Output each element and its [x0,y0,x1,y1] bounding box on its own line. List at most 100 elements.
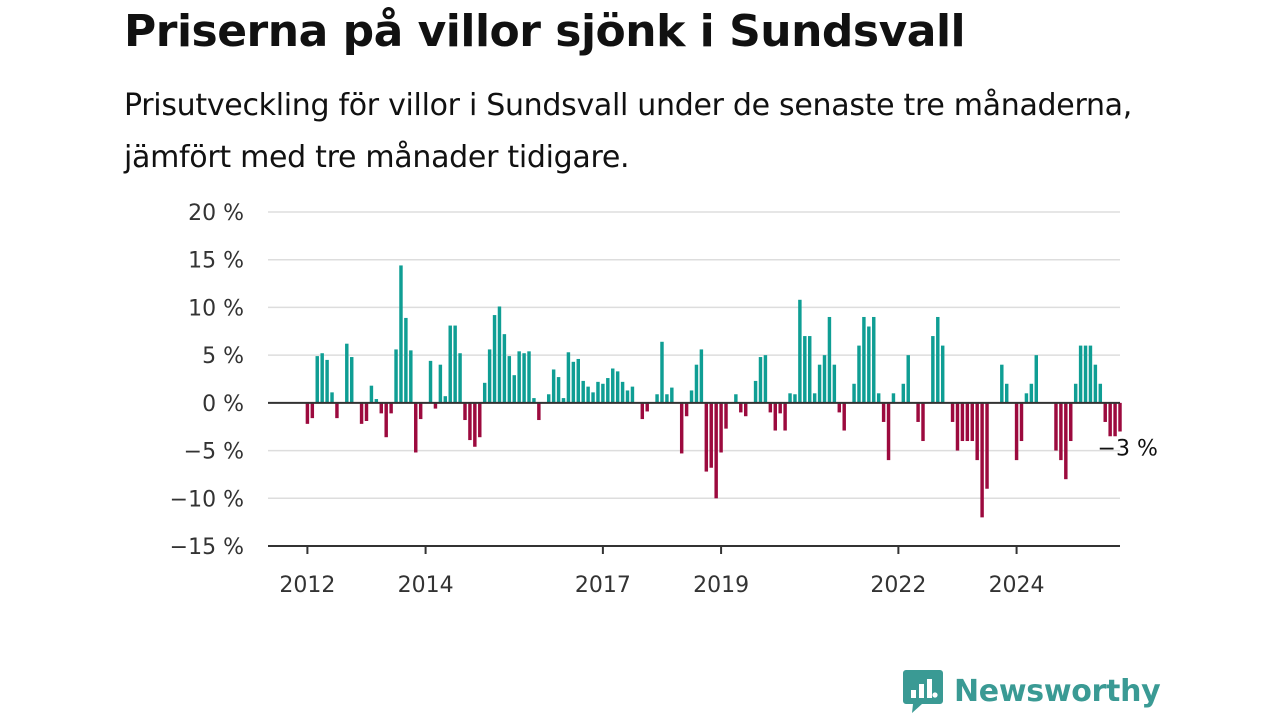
bar [768,402,773,413]
bar [931,336,935,403]
y-tick-label: −10 % [170,487,244,512]
x-tick-label: 2017 [575,573,631,598]
bar [1005,383,1009,403]
bar [359,402,364,424]
bar [699,349,704,403]
x-tick-label: 2012 [279,573,335,598]
bar [325,359,329,403]
bar [640,402,645,420]
bar [527,351,531,403]
y-tick-label: 15 % [188,249,244,274]
bar [630,386,635,403]
axis-labels: 20 % 15 % 10 % 5 % 0 % −5 % −10 % −15 % 2012 2014… [170,201,1045,598]
bar [620,381,625,403]
chart-subtitle: Prisutveckling för villor i Sundsvall un… [124,88,1132,175]
bar [384,402,388,438]
bar [546,394,551,403]
bar [837,402,842,413]
bar [418,402,423,420]
bar [788,393,792,403]
bar [950,402,955,422]
bar [310,402,315,419]
bar [901,383,906,403]
y-tick-label: 5 % [202,344,244,369]
bar [817,364,822,403]
bar [345,343,349,403]
bar [581,380,585,403]
bar [606,378,610,403]
bar [1014,402,1019,461]
bar [940,345,945,403]
bar [960,402,965,442]
bar [842,402,846,431]
bar [428,360,433,403]
bar [862,316,866,403]
bar [679,402,684,454]
bar [315,356,319,403]
bar [482,382,487,403]
bar [891,393,896,403]
bar [448,325,452,403]
bar [985,402,989,489]
bar [1103,402,1107,422]
bar [625,390,630,403]
bar [551,369,556,403]
bar [615,371,620,403]
bar [566,352,571,403]
bar [409,350,413,403]
brand-name: Newsworthy [954,673,1161,709]
bar [684,402,689,417]
bar [537,402,541,421]
x-tick-label: 2019 [693,573,749,598]
bar [1078,345,1083,403]
bar [803,336,807,403]
bar [827,316,832,403]
bar [743,402,748,417]
bar [812,393,817,403]
axes [268,401,1120,554]
bar [369,385,374,403]
bar [335,402,339,419]
bar [689,390,694,403]
bar [970,402,974,442]
bar [517,351,521,403]
bar [758,357,763,403]
bar [1088,345,1093,403]
bar [1113,402,1117,437]
bar [502,334,507,403]
bar [1034,355,1038,403]
bar [1000,364,1004,403]
bar [596,381,600,403]
annotation-label: −3 % [1098,436,1158,461]
bar [522,353,526,403]
bar [1029,383,1034,403]
annotations: −3 % [1098,436,1158,461]
bar [532,398,536,403]
bar [645,402,649,412]
bars [305,265,1122,518]
bar [665,394,669,403]
bar [670,387,674,403]
bar [1083,345,1088,403]
bar [601,383,605,403]
bar [1064,402,1068,480]
bar [709,402,713,468]
bar [906,355,910,403]
bar [374,399,379,403]
newsworthy-brand[interactable]: Newsworthy [902,668,1161,714]
y-tick-label: 20 % [188,201,244,226]
y-tick-label: −15 % [170,535,244,560]
bar [655,394,659,403]
bar [379,402,383,414]
bar [468,402,472,441]
bar [793,394,797,403]
bar [1073,383,1078,403]
bar [857,345,861,403]
y-tick-label: 10 % [188,296,244,321]
bar [798,299,802,403]
bar [492,315,497,403]
bar [763,355,768,403]
bar [394,349,398,403]
bar [364,402,369,421]
bar [975,402,979,461]
